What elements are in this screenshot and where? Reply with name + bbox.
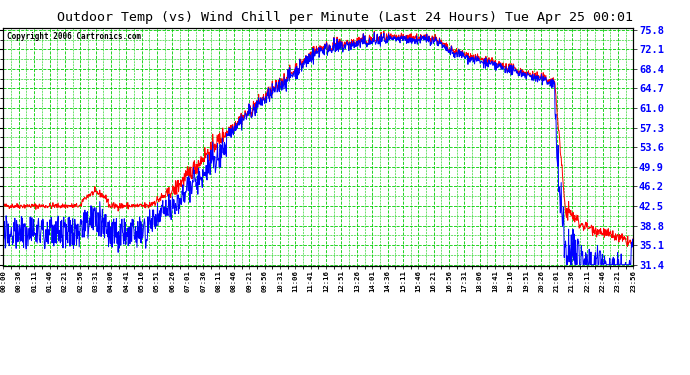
- Text: Copyright 2006 Cartronics.com: Copyright 2006 Cartronics.com: [7, 32, 141, 41]
- Text: Outdoor Temp (vs) Wind Chill per Minute (Last 24 Hours) Tue Apr 25 00:01: Outdoor Temp (vs) Wind Chill per Minute …: [57, 10, 633, 24]
